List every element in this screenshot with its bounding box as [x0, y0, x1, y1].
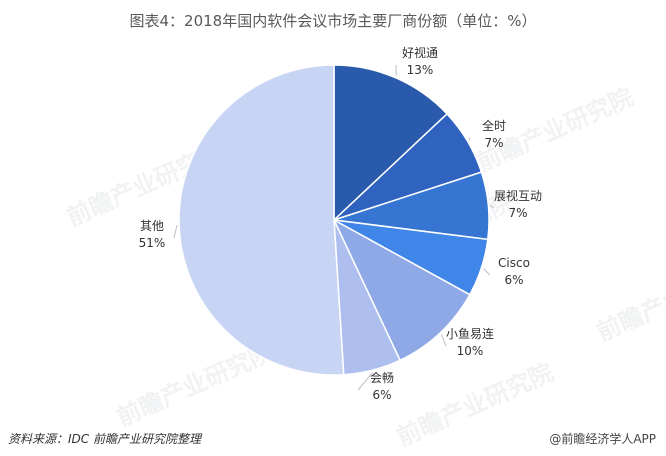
- leader-line: [490, 204, 495, 209]
- leader-line: [482, 268, 491, 276]
- source-note: 资料来源：IDC 前瞻产业研究院整理: [8, 432, 201, 446]
- slice-name-label: 好视通: [402, 45, 438, 60]
- leader-line: [173, 224, 178, 239]
- slice-name-label: Cisco: [498, 256, 530, 270]
- chart-title: 图表4：2018年国内软件会议市场主要厂商份额（单位：%）: [129, 12, 537, 30]
- leader-line: [468, 137, 471, 141]
- slice-value-label: 6%: [504, 273, 523, 287]
- slice-value-label: 7%: [508, 206, 527, 220]
- pie-slice: [178, 64, 345, 376]
- leader-line: [441, 334, 447, 347]
- slice-value-label: 13%: [407, 63, 434, 77]
- pie-slice: [333, 64, 449, 222]
- slice-name-label: 会畅: [370, 371, 394, 385]
- slice-value-label: 10%: [457, 344, 484, 358]
- slice-name-label: 展视互动: [494, 188, 542, 203]
- slice-value-label: 7%: [484, 136, 503, 150]
- slice-value-label: 6%: [372, 388, 391, 402]
- slice-name-label: 小鱼易连: [446, 326, 494, 341]
- leader-line: [357, 371, 374, 391]
- pie-slice: [332, 218, 471, 362]
- slice-name-label: 全时: [482, 118, 506, 133]
- brand-note: @前瞻经济学人APP: [549, 432, 656, 446]
- slice-value-label: 51%: [139, 236, 166, 250]
- slice-name-label: 其他: [140, 219, 164, 233]
